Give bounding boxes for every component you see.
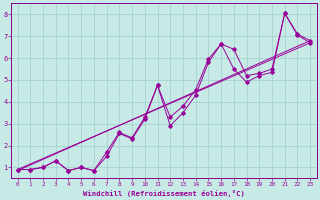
X-axis label: Windchill (Refroidissement éolien,°C): Windchill (Refroidissement éolien,°C) — [83, 190, 245, 197]
